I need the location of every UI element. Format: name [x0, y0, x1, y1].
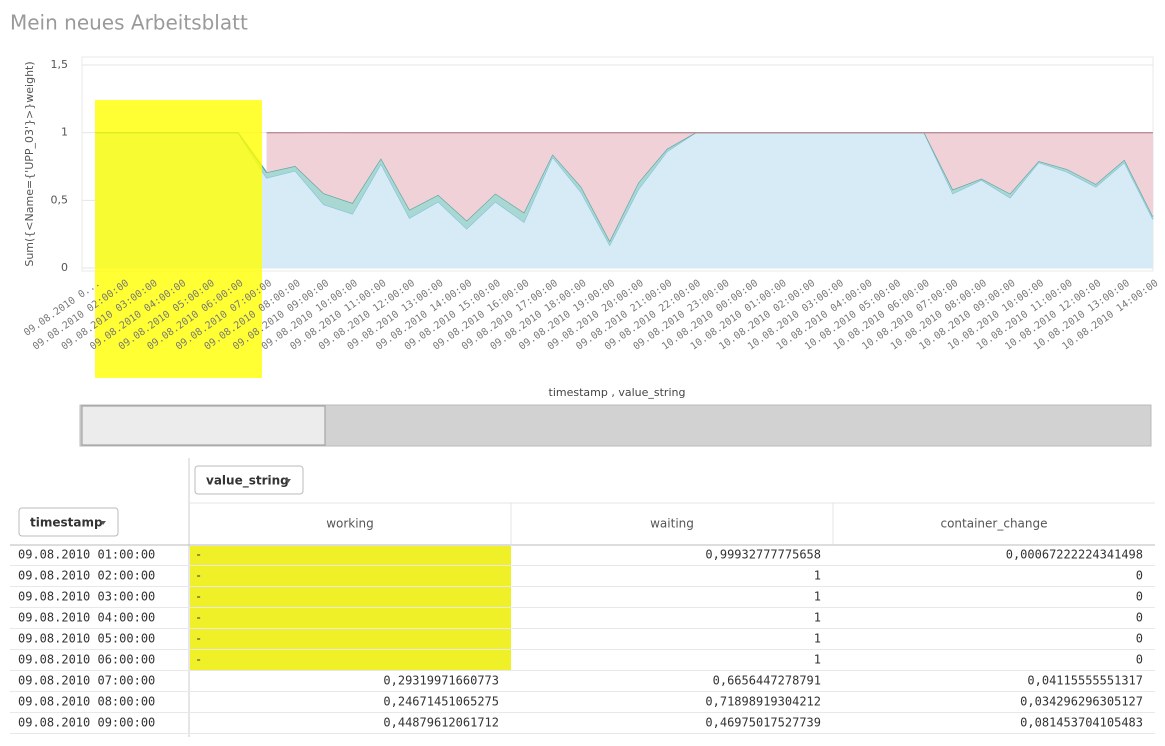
row-header: 09.08.2010 05:00:00 [18, 632, 155, 646]
column-header: waiting [650, 517, 694, 531]
table: value_string timestamp working waiting con… [10, 458, 1155, 737]
y-tick-label: 1 [61, 126, 68, 139]
cell: 0,71898919304212 [705, 695, 821, 709]
column-dimension[interactable]: value_string [206, 474, 289, 489]
cell: - [195, 569, 202, 583]
cell: - [195, 632, 202, 646]
cell: 1 [814, 611, 821, 625]
highlight [95, 100, 262, 378]
cell: 0,44879612061712 [383, 716, 499, 730]
cell: 0,04115555551317 [1027, 674, 1143, 688]
row-dimension[interactable]: timestamp [30, 516, 103, 530]
cell: 0 [1136, 590, 1143, 604]
cell: - [195, 653, 202, 667]
row-header: 09.08.2010 04:00:00 [18, 611, 155, 625]
y-tick-label: 0 [61, 261, 68, 274]
row-header: 09.08.2010 07:00:00 [18, 674, 155, 688]
y-tick-label: 0,5 [51, 193, 69, 206]
cell: 0,00067222224341498 [1006, 548, 1143, 562]
y-axis-label: Sum({<Name={'UPP_03'}>}weight) [23, 61, 36, 266]
cell: - [195, 590, 202, 604]
cell: 1 [814, 653, 821, 667]
cell: 0 [1136, 611, 1143, 625]
cell: 1 [814, 569, 821, 583]
cell: 0,081453704105483 [1020, 716, 1143, 730]
row-header: 09.08.2010 02:00:00 [18, 569, 155, 583]
cell: - [195, 548, 202, 562]
y-tick-label: 1,5 [51, 58, 69, 71]
column-header: working [326, 517, 374, 531]
row-header: 09.08.2010 03:00:00 [18, 590, 155, 604]
column-header: container_change [940, 517, 1047, 531]
cell: 0 [1136, 632, 1143, 646]
cell: - [195, 611, 202, 625]
cell: 0 [1136, 653, 1143, 667]
cell: 0,99932777775658 [705, 548, 821, 562]
cell: 0 [1136, 569, 1143, 583]
row-header: 09.08.2010 08:00:00 [18, 695, 155, 709]
scroll-thumb[interactable] [82, 406, 325, 445]
cell: 0,24671451065275 [383, 695, 499, 709]
cell: 0,6656447278791 [713, 674, 821, 688]
cell: 1 [814, 632, 821, 646]
cell: 0,034296296305127 [1020, 695, 1143, 709]
cell: 0,46975017527739 [705, 716, 821, 730]
cell: 1 [814, 590, 821, 604]
x-axis-label: timestamp , value_string [549, 386, 686, 399]
sheet-title: Mein neues Arbeitsblatt [10, 11, 248, 35]
cell: 0,29319971660773 [383, 674, 499, 688]
row-header: 09.08.2010 01:00:00 [18, 548, 155, 562]
row-header: 09.08.2010 06:00:00 [18, 653, 155, 667]
row-header: 09.08.2010 09:00:00 [18, 716, 155, 730]
